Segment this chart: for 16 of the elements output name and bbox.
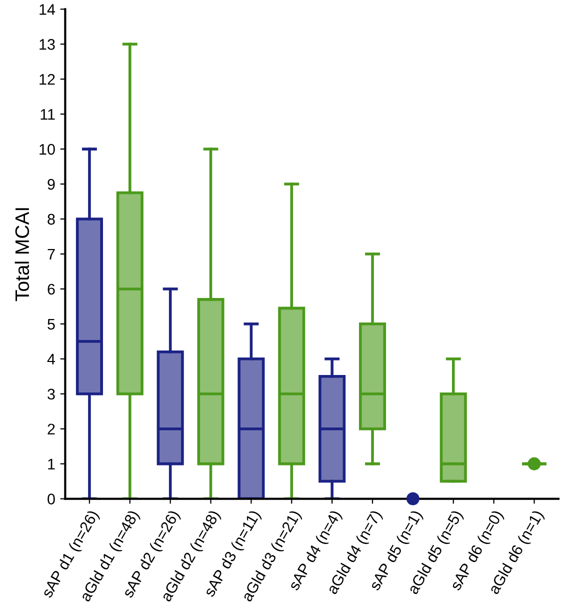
y-tick-label: 12 bbox=[40, 74, 55, 85]
y-tick-label: 0 bbox=[48, 494, 55, 504]
y-tick-label: 6 bbox=[48, 284, 55, 295]
y-axis-title: Total MCAI bbox=[14, 208, 30, 302]
y-tick-label: 9 bbox=[48, 178, 55, 190]
y-tick-label: 13 bbox=[40, 39, 55, 50]
y-tick-label: 4 bbox=[47, 354, 56, 364]
y-tick-label: 14 bbox=[40, 4, 56, 15]
y-tick-label: 10 bbox=[40, 144, 55, 155]
y-tick-label: 1 bbox=[48, 458, 55, 470]
y-tick-label: 7 bbox=[48, 249, 55, 260]
y-tick-label: 2 bbox=[48, 424, 55, 434]
y-tick-label: 3 bbox=[48, 388, 55, 400]
y-tick-label: 5 bbox=[48, 318, 55, 330]
y-tick-label: 11 bbox=[40, 109, 55, 120]
y-tick-label: 8 bbox=[48, 214, 55, 225]
